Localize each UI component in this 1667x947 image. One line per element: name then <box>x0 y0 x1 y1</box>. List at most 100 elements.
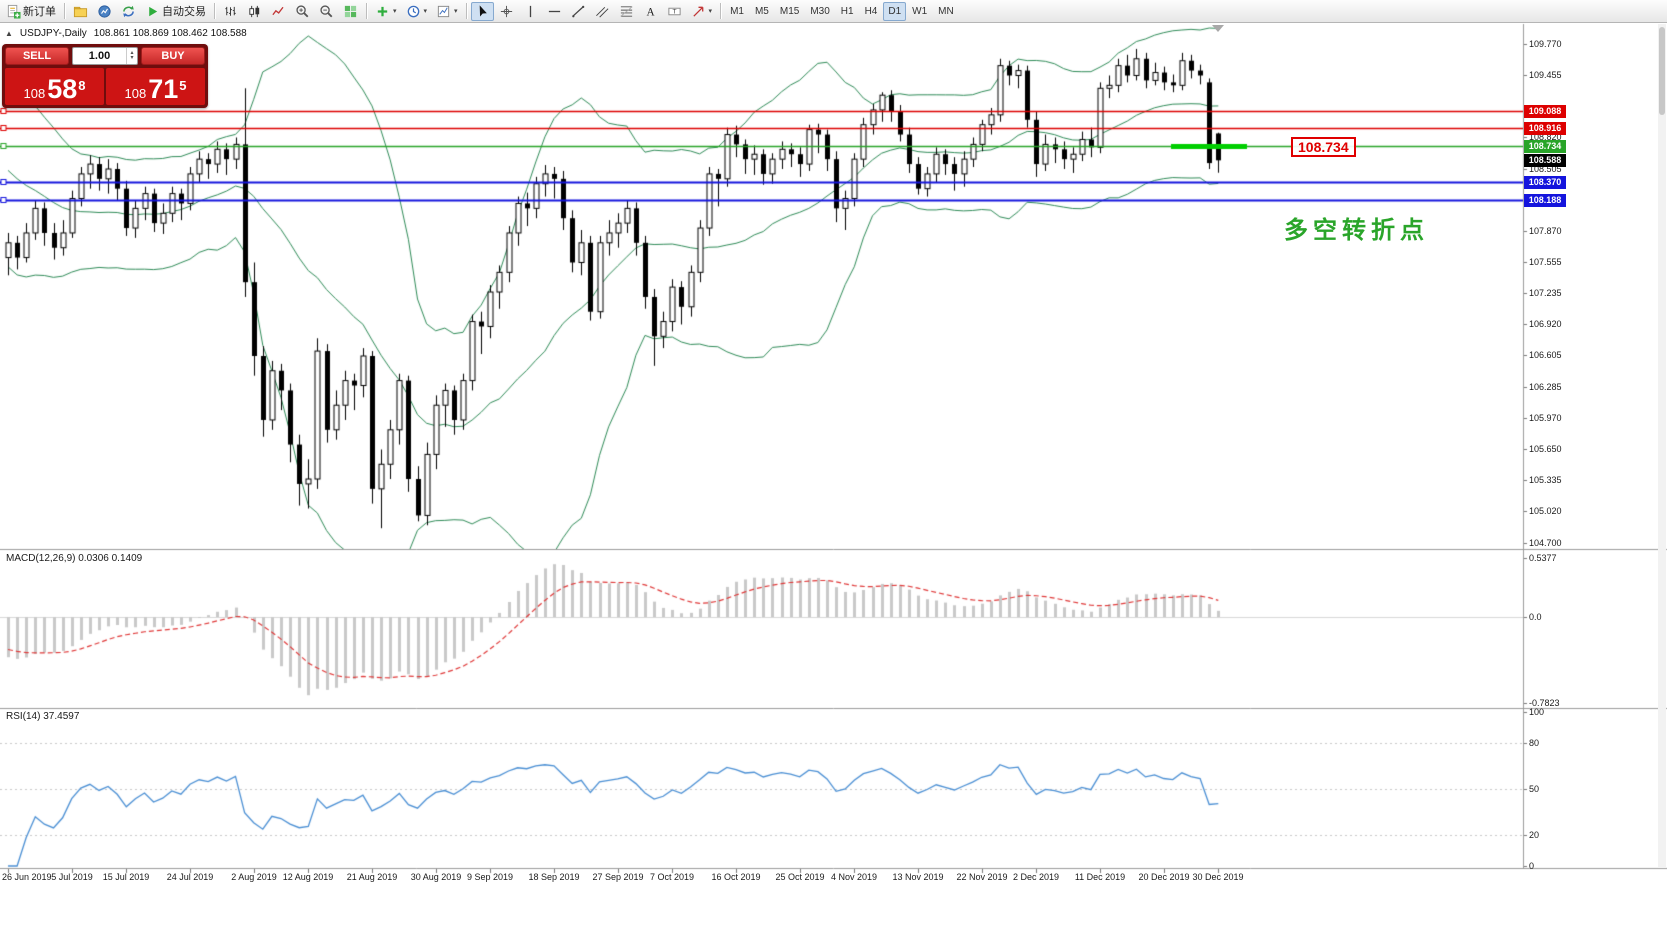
new-order-icon <box>6 4 21 19</box>
volume-field[interactable]: 1.00 ▴ ▾ <box>72 47 138 65</box>
buy-price-prefix: 108 <box>124 86 147 101</box>
timeframe-m15-button[interactable]: M15 <box>775 2 804 21</box>
label-icon: T <box>667 4 682 19</box>
indicators-button[interactable]: ▾ <box>371 2 401 21</box>
toolbar-separator <box>366 3 367 19</box>
horizontal-line-button[interactable] <box>543 2 566 21</box>
date-axis-label: 26 Jun 2019 <box>2 872 52 882</box>
rsi-axis-tick: 0 <box>1529 861 1535 871</box>
timeframe-m5-button[interactable]: M5 <box>750 2 774 21</box>
data-window-button[interactable] <box>117 2 140 21</box>
price-axis-tick: 106.285 <box>1529 382 1562 392</box>
rsi-indicator-label: RSI(14) 37.4597 <box>6 711 79 722</box>
candlestick-chart-button[interactable] <box>243 2 266 21</box>
periods-button[interactable]: ▾ <box>402 2 432 21</box>
chevron-down-icon: ▾ <box>423 8 428 15</box>
profiles-button[interactable] <box>69 2 92 21</box>
z oom-in-button[interactable] <box>291 2 314 21</box>
zoom-out-button[interactable] <box>315 2 338 21</box>
bar-chart-button[interactable] <box>219 2 242 21</box>
price-axis-tick: 105.020 <box>1529 506 1562 516</box>
templates-button[interactable]: ▾ <box>432 2 462 21</box>
timeframe-h4-button[interactable]: H4 <box>860 2 883 21</box>
volume-up-button[interactable]: ▴ <box>130 50 134 56</box>
sell-button[interactable]: SELL <box>5 47 69 65</box>
price-axis-tick: 105.335 <box>1529 475 1562 485</box>
timeframe-mn-button[interactable]: MN <box>933 2 959 21</box>
chart-title: ▲ USDJPY-,Daily 108.861 108.869 108.462 … <box>5 28 247 39</box>
price-axis-tick: 108.820 <box>1529 132 1562 142</box>
chart-shift-marker[interactable] <box>1212 25 1224 32</box>
hline-price-label: 108.188 <box>1524 194 1566 207</box>
timeframe-h1-button[interactable]: H1 <box>836 2 859 21</box>
volume-value[interactable]: 1.00 <box>88 50 111 62</box>
chart-ohlc-values: 108.861 108.869 108.462 108.588 <box>93 28 247 39</box>
date-axis-label: 30 Aug 2019 <box>410 872 462 882</box>
hline-price-label: 108.370 <box>1524 176 1566 189</box>
fibonacci-button[interactable] <box>615 2 638 21</box>
rsi-axis-tick: 100 <box>1529 707 1545 717</box>
buy-button[interactable]: BUY <box>141 47 205 65</box>
timeframe-m30-button[interactable]: M30 <box>805 2 834 21</box>
toolbar-separator <box>64 3 65 19</box>
vertical-scrollbar[interactable] <box>1658 24 1666 868</box>
tile-windows-button[interactable] <box>339 2 362 21</box>
line-chart-icon <box>271 4 286 19</box>
date-axis-label: 20 Dec 2019 <box>1138 872 1190 882</box>
toolbar-separator <box>214 3 215 19</box>
channel-button[interactable] <box>591 2 614 21</box>
arrows-button[interactable]: ▾ <box>687 2 717 21</box>
line-chart-button[interactable] <box>267 2 290 21</box>
macd-indicator-label: MACD(12,26,9) 0.0306 0.1409 <box>6 553 142 564</box>
date-axis-label: 22 Nov 2019 <box>956 872 1008 882</box>
trendline-button[interactable] <box>567 2 590 21</box>
date-axis-label: 27 Sep 2019 <box>592 872 644 882</box>
chart-symbol-icon: ▲ <box>5 29 13 38</box>
channel-icon <box>595 4 610 19</box>
text-icon: A <box>643 4 658 19</box>
new-order-button[interactable]: 新订单 <box>2 2 60 21</box>
text-button[interactable]: A <box>639 2 662 21</box>
sell-price[interactable]: 108 58 8 <box>5 68 104 105</box>
buy-price[interactable]: 108 71 5 <box>106 68 205 105</box>
date-axis-label: 7 Oct 2019 <box>649 872 695 882</box>
hline-icon <box>547 4 562 19</box>
turning-point-annotation: 多空转折点 <box>1284 217 1429 244</box>
label-button[interactable]: T <box>663 2 686 21</box>
hline-price-label: 109.088 <box>1524 105 1566 118</box>
cursor-button[interactable] <box>470 1 494 21</box>
rsi-axis-tick: 80 <box>1529 738 1540 748</box>
sell-price-big: 58 <box>47 74 78 104</box>
date-axis-label: 15 Jul 2019 <box>102 872 150 882</box>
profiles-icon <box>73 4 88 19</box>
date-axis-label: 4 Nov 2019 <box>830 872 878 882</box>
date-axis-label: 24 Jul 2019 <box>166 872 214 882</box>
vertical-line-button[interactable] <box>519 2 542 21</box>
market-watch-button[interactable] <box>93 2 116 21</box>
rsi-axis-tick: 20 <box>1529 830 1540 840</box>
trendline-icon <box>571 4 586 19</box>
volume-down-button[interactable]: ▾ <box>130 55 134 61</box>
scrollbar-thumb[interactable] <box>1659 27 1665 115</box>
buy-price-big: 71 <box>148 74 179 104</box>
auto-trading-button[interactable]: 自动交易 <box>141 2 210 21</box>
crosshair-button[interactable] <box>495 2 518 21</box>
toolbar-separator <box>720 3 722 19</box>
bar-chart-icon <box>223 4 238 19</box>
price-axis-tick: 106.605 <box>1529 350 1562 360</box>
price-axis-tick: 109.455 <box>1529 70 1562 80</box>
price-axis-tick: 107.235 <box>1529 288 1562 298</box>
one-click-trading-panel: SELL 1.00 ▴ ▾ BUY 108 58 8 108 71 5 <box>2 44 208 108</box>
sell-price-sup: 8 <box>78 78 86 93</box>
date-axis-label: 13 Nov 2019 <box>892 872 944 882</box>
date-axis-label: 2 Dec 2019 <box>1012 872 1060 882</box>
timeframe-w1-button[interactable]: W1 <box>907 2 932 21</box>
timeframe-m1-button[interactable]: M1 <box>725 2 749 21</box>
rsi-value: 37.4597 <box>43 711 80 722</box>
chevron-down-icon: ▾ <box>393 8 397 15</box>
timeframe-d1-button[interactable]: D1 <box>883 1 907 21</box>
price-axis-tick: 108.505 <box>1529 164 1562 174</box>
buy-price-sup: 5 <box>179 78 187 93</box>
